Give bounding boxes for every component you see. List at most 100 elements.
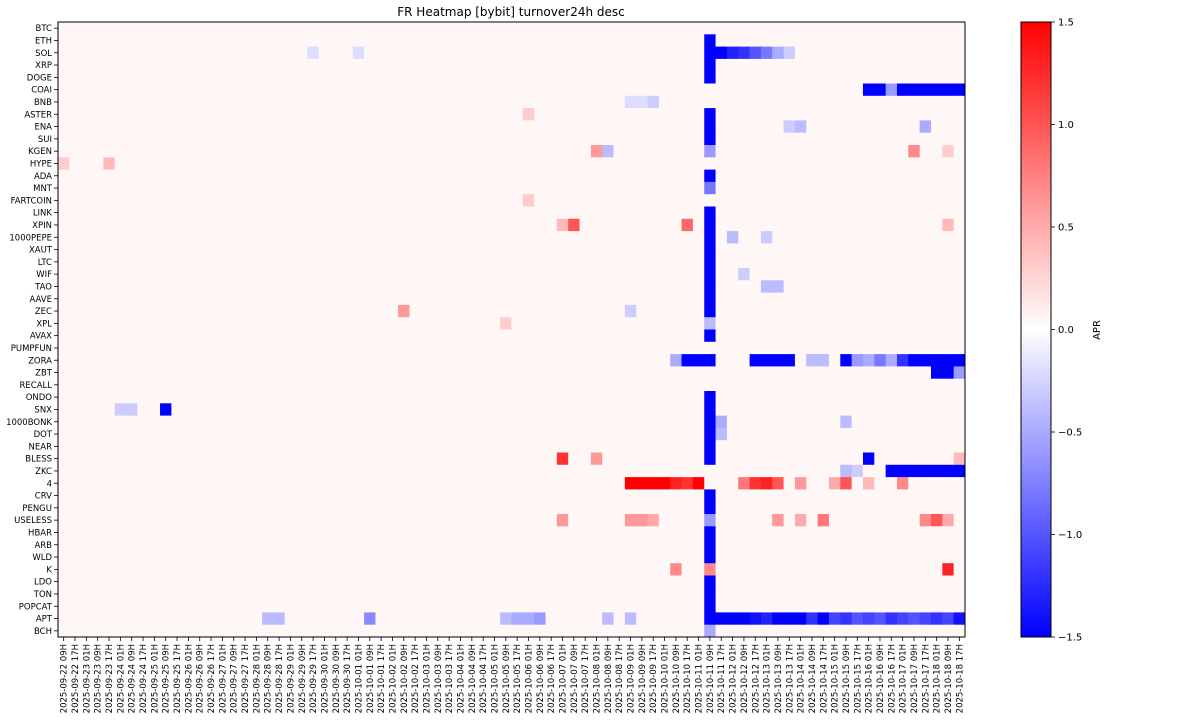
heatmap-cell bbox=[772, 366, 784, 380]
heatmap-cell bbox=[239, 169, 252, 183]
heatmap-cell bbox=[318, 181, 331, 195]
heatmap-cell bbox=[466, 354, 478, 367]
heatmap-cell bbox=[624, 403, 637, 416]
heatmap-cell bbox=[794, 501, 807, 515]
heatmap-cell bbox=[114, 58, 127, 72]
heatmap-cell bbox=[602, 624, 614, 638]
heatmap-cell bbox=[364, 243, 376, 257]
heatmap-cell bbox=[228, 206, 240, 220]
heatmap-cell bbox=[250, 231, 263, 244]
heatmap-cell bbox=[602, 464, 614, 478]
heatmap-cell bbox=[874, 440, 887, 453]
heatmap-cell bbox=[715, 489, 728, 503]
heatmap-cell bbox=[182, 22, 195, 35]
heatmap-cell bbox=[942, 477, 955, 490]
heatmap-cell bbox=[250, 366, 263, 380]
heatmap-cell bbox=[137, 477, 150, 490]
heatmap-cell bbox=[896, 231, 909, 244]
heatmap-cell bbox=[182, 550, 195, 564]
heatmap-cell bbox=[862, 600, 875, 613]
heatmap-cell bbox=[942, 612, 955, 626]
column-label: 2025-10-03 17H bbox=[445, 644, 455, 713]
heatmap-cell bbox=[182, 34, 195, 47]
heatmap-cell bbox=[228, 329, 240, 343]
heatmap-cell bbox=[443, 218, 456, 232]
heatmap-cell bbox=[250, 292, 263, 306]
heatmap-cell bbox=[874, 46, 887, 60]
heatmap-cell bbox=[364, 624, 376, 638]
heatmap-cell bbox=[602, 145, 614, 158]
heatmap-cell bbox=[806, 489, 819, 503]
heatmap-cell bbox=[602, 95, 614, 109]
heatmap-cell bbox=[228, 120, 240, 134]
heatmap-cell bbox=[364, 378, 376, 392]
heatmap-cell bbox=[715, 71, 728, 84]
heatmap-cell bbox=[658, 526, 671, 539]
heatmap-cell bbox=[534, 477, 546, 490]
heatmap-cell bbox=[239, 218, 252, 232]
heatmap-cell bbox=[511, 440, 524, 453]
heatmap-cell bbox=[556, 120, 569, 134]
heatmap-cell bbox=[330, 354, 342, 367]
heatmap-cell bbox=[545, 46, 558, 60]
heatmap-cell bbox=[760, 145, 773, 158]
heatmap-cell bbox=[896, 464, 909, 478]
heatmap-cell bbox=[738, 71, 750, 84]
heatmap-cell bbox=[228, 145, 240, 158]
heatmap-cell bbox=[296, 538, 308, 552]
heatmap-cell bbox=[760, 132, 773, 146]
heatmap-cell bbox=[806, 243, 819, 257]
heatmap-cell bbox=[284, 157, 297, 170]
heatmap-cell bbox=[772, 563, 784, 576]
heatmap-cell bbox=[670, 427, 682, 441]
heatmap-cell bbox=[919, 255, 932, 269]
heatmap-cell bbox=[953, 587, 966, 601]
heatmap-cell bbox=[352, 157, 365, 170]
heatmap-cell bbox=[840, 624, 853, 638]
heatmap-cell bbox=[171, 317, 184, 330]
heatmap-cell bbox=[500, 624, 512, 638]
heatmap-cell bbox=[953, 231, 966, 244]
heatmap-cell bbox=[432, 157, 444, 170]
heatmap-cell bbox=[262, 194, 274, 207]
heatmap-cell bbox=[216, 354, 229, 367]
heatmap-cell bbox=[624, 477, 637, 490]
heatmap-cell bbox=[953, 71, 966, 84]
heatmap-cell bbox=[817, 341, 830, 355]
heatmap-cell bbox=[613, 354, 626, 367]
heatmap-cell bbox=[341, 231, 354, 244]
heatmap-cell bbox=[466, 600, 478, 613]
heatmap-cell bbox=[760, 489, 773, 503]
heatmap-cell bbox=[692, 587, 705, 601]
heatmap-cell bbox=[103, 71, 116, 84]
heatmap-cell bbox=[92, 268, 104, 281]
heatmap-cell bbox=[454, 587, 467, 601]
heatmap-cell bbox=[522, 194, 535, 207]
heatmap-cell bbox=[284, 378, 297, 392]
heatmap-cell bbox=[885, 169, 898, 183]
heatmap-cell bbox=[749, 206, 762, 220]
heatmap-cell bbox=[307, 95, 320, 109]
heatmap-cell bbox=[681, 83, 694, 97]
heatmap-cell bbox=[908, 587, 921, 601]
heatmap-cell bbox=[704, 501, 716, 515]
heatmap-cell bbox=[488, 391, 501, 404]
heatmap-cell bbox=[58, 268, 70, 281]
heatmap-cell bbox=[420, 120, 433, 134]
heatmap-cell bbox=[171, 403, 184, 416]
heatmap-cell bbox=[126, 550, 138, 564]
heatmap-cell bbox=[760, 391, 773, 404]
heatmap-cell bbox=[738, 464, 750, 478]
heatmap-cell bbox=[590, 157, 603, 170]
heatmap-cell bbox=[171, 108, 184, 121]
heatmap-cell bbox=[58, 120, 70, 134]
heatmap-cell bbox=[602, 391, 614, 404]
heatmap-cell bbox=[590, 95, 603, 109]
heatmap-cell bbox=[500, 194, 512, 207]
heatmap-cell bbox=[919, 501, 932, 515]
heatmap-cell bbox=[92, 280, 104, 293]
heatmap-cell bbox=[534, 280, 546, 293]
heatmap-cell bbox=[704, 526, 716, 539]
heatmap-cell bbox=[613, 280, 626, 293]
heatmap-cell bbox=[613, 514, 626, 527]
